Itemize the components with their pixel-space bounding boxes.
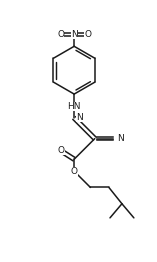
- Text: HN: HN: [67, 101, 81, 111]
- Text: N: N: [71, 30, 78, 39]
- Text: O: O: [84, 30, 91, 39]
- Text: O: O: [57, 30, 64, 39]
- Text: N: N: [76, 113, 83, 122]
- Text: O: O: [58, 146, 65, 155]
- Text: N: N: [117, 134, 124, 143]
- Text: O: O: [71, 167, 78, 176]
